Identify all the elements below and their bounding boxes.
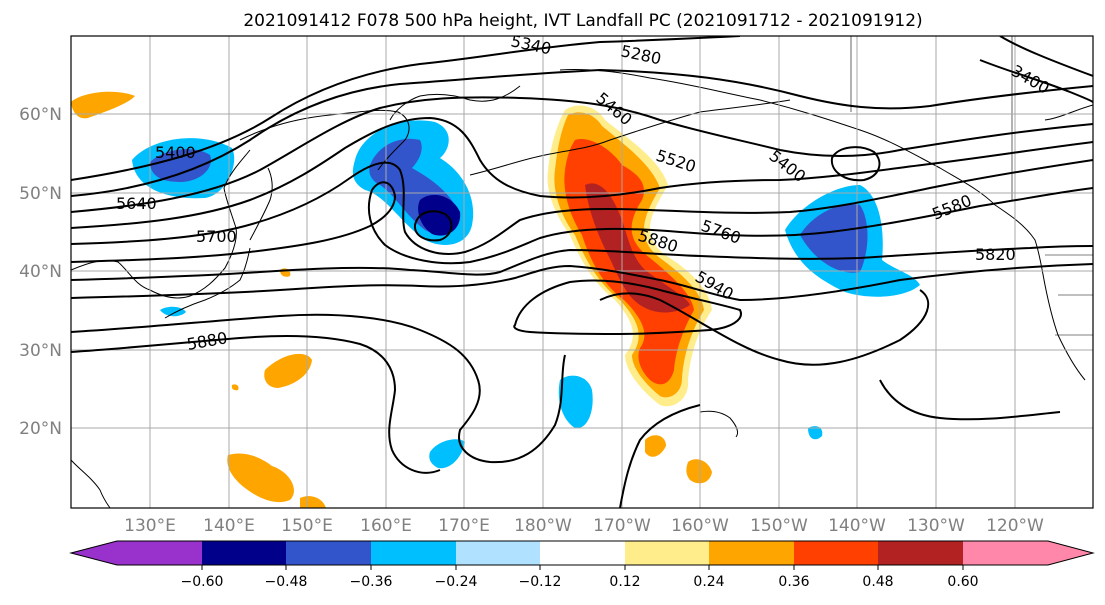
ivt-positive-shading	[71, 91, 712, 508]
ivt-area	[800, 204, 868, 273]
coastline-philippines	[71, 459, 111, 508]
contour-label: 5700	[196, 227, 237, 246]
lon-label: 140°E	[203, 516, 255, 536]
ivt-area	[585, 183, 690, 313]
map-frame	[70, 35, 1094, 509]
ivt-area	[808, 426, 823, 440]
longitude-labels: 130°E 140°E 150°E 160°E 170°E 180°W 170°…	[124, 516, 1044, 536]
coastline-east-asia	[71, 149, 251, 299]
contour-label: 5400	[155, 143, 196, 162]
latitude-labels: 60°N 50°N 40°N 30°N 20°N	[19, 105, 62, 439]
height-contour	[619, 404, 701, 508]
ivt-area	[71, 91, 135, 119]
lon-label: 170°E	[438, 516, 490, 536]
colorbar-tick-label: 0.48	[862, 574, 893, 590]
lat-label: 40°N	[19, 262, 62, 282]
coastline-chukotka	[389, 85, 521, 121]
height-contour	[71, 313, 566, 464]
colorbar-tick-label: 0.36	[778, 574, 809, 590]
lon-label: 180°W	[514, 516, 572, 536]
ivt-area	[160, 306, 186, 317]
ivt-area	[418, 194, 461, 236]
colorbar-ticks	[201, 565, 964, 570]
height-contour	[879, 379, 1061, 421]
ivt-area	[429, 439, 465, 469]
colorbar-segment	[625, 541, 709, 565]
lon-label: 150°W	[750, 516, 808, 536]
coastline-alaska	[559, 68, 996, 206]
lon-label: 160°W	[671, 516, 729, 536]
contour-label: 5820	[975, 245, 1016, 264]
height-contour	[71, 335, 441, 474]
lat-label: 60°N	[19, 105, 62, 125]
coastline-siberia	[239, 109, 410, 171]
height-contour	[71, 68, 1093, 197]
colorbar-segment	[540, 541, 625, 565]
height-contour	[513, 279, 742, 336]
height-contour	[71, 96, 1093, 213]
coastline-hawaii	[699, 410, 739, 438]
height-contour	[71, 116, 1093, 229]
lon-label: 170°W	[593, 516, 651, 536]
colorbar-tick-labels: −0.60 −0.48 −0.36 −0.24 −0.12 0.12 0.24 …	[181, 574, 979, 590]
lon-label: 130°E	[124, 516, 176, 536]
graticule	[71, 36, 1093, 508]
height-contour	[71, 245, 1093, 281]
height-contour-low	[413, 210, 453, 242]
colorbar-segment	[202, 541, 286, 565]
lon-label: 130°W	[907, 516, 965, 536]
ivt-area	[686, 459, 712, 484]
lon-label: 120°W	[986, 516, 1044, 536]
coastline-aleutians	[469, 99, 791, 176]
height-contour	[71, 159, 1093, 255]
height-contour	[71, 36, 741, 181]
map-title: 2021091412 F078 500 hPa height, IVT Land…	[243, 11, 922, 31]
ivt-area	[264, 353, 312, 388]
height-contour	[979, 59, 1093, 103]
colorbar-segment	[371, 541, 456, 565]
ivt-area	[645, 435, 666, 457]
colorbar-segment	[709, 541, 794, 565]
colorbar-tick-label: −0.48	[265, 574, 308, 590]
colorbar-tick-label: 0.24	[693, 574, 724, 590]
coastlines	[71, 68, 1093, 508]
colorbar-segment	[456, 541, 540, 565]
height-contour	[999, 36, 1093, 77]
colorbar-tick-label: −0.24	[435, 574, 478, 590]
colorbar-segment	[286, 541, 371, 565]
contour-label: 5640	[116, 194, 157, 213]
colorbar-tick-label: −0.60	[181, 574, 224, 590]
height-contour	[71, 181, 1093, 265]
height-contour-low	[830, 146, 881, 182]
colorbar-segment	[878, 541, 963, 565]
lat-label: 20°N	[19, 419, 62, 439]
lon-label: 160°E	[360, 516, 412, 536]
map-panel: 5340 5280 5460 5400 5520 5400 5580 5640 …	[70, 35, 1094, 509]
height-contour	[71, 263, 1093, 302]
colorbar-segment	[117, 541, 202, 565]
colorbar: −0.60 −0.48 −0.36 −0.24 −0.12 0.12 0.24 …	[69, 540, 1095, 590]
colorbar-extend-under	[71, 541, 117, 565]
ivt-area	[558, 375, 593, 429]
lat-label: 50°N	[19, 184, 62, 204]
ivt-negative-shading	[132, 120, 920, 469]
ivt-area	[227, 453, 294, 503]
colorbar-tick-label: 0.12	[609, 574, 640, 590]
colorbar-segment	[963, 541, 1048, 565]
height-contour	[599, 289, 930, 366]
coastline-sakhalin	[249, 167, 273, 241]
lat-label: 30°N	[19, 341, 62, 361]
ivt-area	[231, 384, 239, 391]
colorbar-tick-label: −0.36	[350, 574, 393, 590]
ivt-area	[150, 149, 211, 182]
colorbar-segment	[794, 541, 878, 565]
lon-label: 150°E	[281, 516, 333, 536]
colorbar-extend-over	[1048, 541, 1093, 565]
colorbar-outline	[69, 540, 1095, 566]
colorbar-tick-label: 0.60	[947, 574, 978, 590]
lon-label: 140°W	[828, 516, 886, 536]
height-contours	[71, 36, 1093, 508]
colorbar-tick-label: −0.12	[519, 574, 562, 590]
